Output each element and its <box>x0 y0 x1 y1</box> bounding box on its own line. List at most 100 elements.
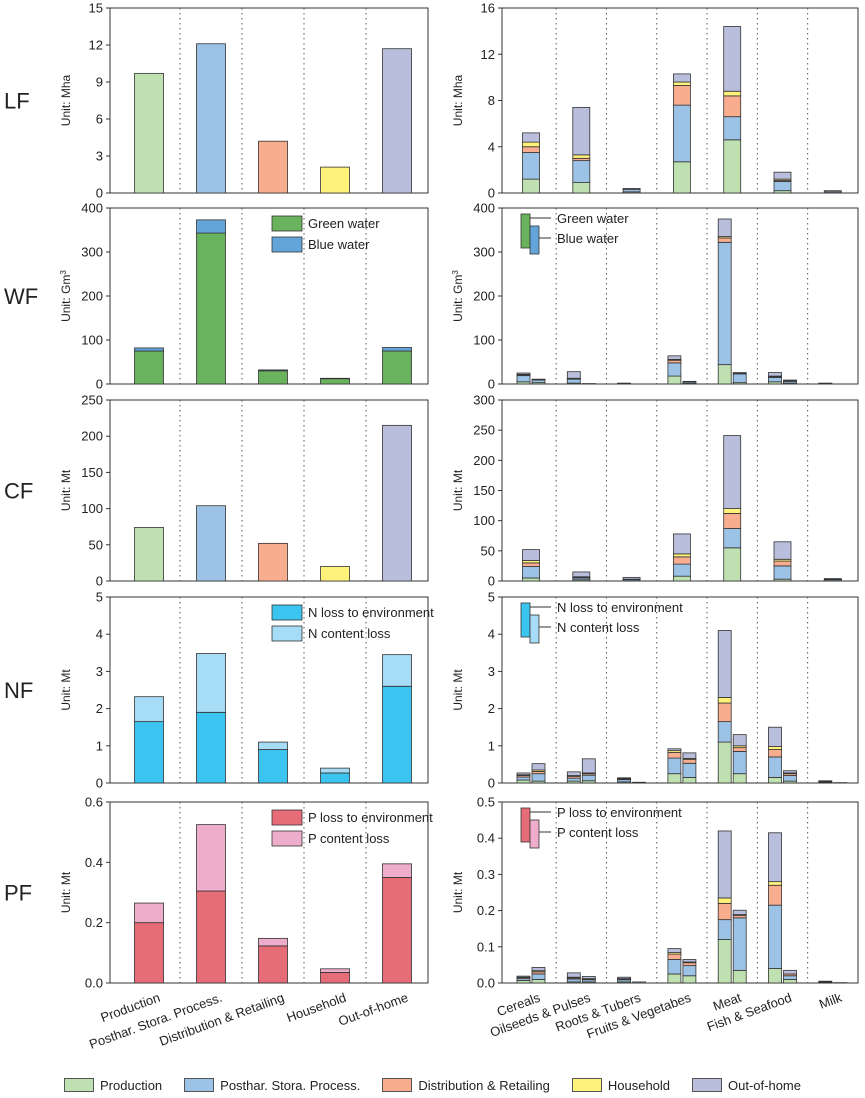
bar-segment <box>516 375 531 383</box>
legend-swatch <box>529 614 540 644</box>
bar-segment <box>581 758 596 774</box>
bar-segment <box>572 160 591 183</box>
bar-segment <box>522 132 540 143</box>
bar-segment <box>768 881 782 886</box>
bar-segment <box>531 978 546 984</box>
y-tick-label: 0.2 <box>85 915 103 930</box>
legend-swatch <box>271 830 303 847</box>
bar-segment <box>723 95 742 118</box>
bar-segment <box>196 219 226 234</box>
y-tick-label: 3 <box>488 664 495 679</box>
bar-segment <box>673 533 691 555</box>
bar-segment <box>773 560 792 567</box>
bar-segment <box>382 685 412 784</box>
y-axis-label: Unit: Mha <box>451 75 465 127</box>
bar-segment <box>566 371 581 379</box>
y-tick-label: 300 <box>473 245 495 260</box>
y-tick-label: 100 <box>81 333 103 348</box>
legend-swatch <box>271 604 303 621</box>
bar-segment <box>673 161 691 194</box>
y-tick-label: 0.0 <box>477 976 495 991</box>
bar-segment <box>682 762 697 778</box>
bar-segment <box>516 772 531 776</box>
bar-segment <box>382 877 412 984</box>
row-label-NF: NF <box>4 678 33 703</box>
bar-segment <box>732 969 747 984</box>
x-tick-label: Out-of-home <box>336 990 410 1029</box>
y-tick-label: 15 <box>89 1 103 16</box>
legend-item-distribution: Distribution & Retailing <box>382 1078 550 1093</box>
bar-segment <box>717 721 732 743</box>
y-tick-label: 0 <box>96 574 103 589</box>
bar-segment <box>717 697 732 704</box>
bar-segment <box>581 976 596 980</box>
panel-LF-food: 0 4 8 12 16 Unit: Mha <box>451 1 859 201</box>
panel-LF-stage: 0 3 6 9 12 15 Unit: Mha <box>59 1 429 201</box>
panel-NF-food: 0 1 2 3 4 5 Unit: Mt N loss to environment N con… <box>451 590 859 791</box>
bar-segment <box>258 749 288 784</box>
bar-segment <box>522 577 540 582</box>
bar-segment <box>673 85 691 106</box>
bar-segment <box>258 370 288 385</box>
y-tick-label: 0.6 <box>85 795 103 810</box>
bar-segment <box>382 350 412 385</box>
bar-segment <box>531 763 546 771</box>
bar-segment <box>134 347 164 352</box>
y-tick-label: 0 <box>96 377 103 392</box>
unit-superscript: 3 <box>451 270 460 275</box>
y-tick-label: 4 <box>96 627 103 642</box>
bar-segment <box>572 182 591 194</box>
y-tick-label: 3 <box>96 664 103 679</box>
bar-segment <box>667 953 682 960</box>
bar-segment <box>258 945 288 984</box>
bar-segment <box>773 171 792 180</box>
bar-segment <box>723 547 742 582</box>
bar-segment <box>732 372 747 374</box>
bar-segment <box>196 711 226 784</box>
bar-segment <box>768 376 782 383</box>
bar-segment <box>768 749 782 758</box>
bar-segment <box>320 378 350 385</box>
bar-segment <box>566 972 581 978</box>
bar-segment <box>732 734 747 747</box>
bar-segment <box>732 909 747 915</box>
bar-segment <box>723 139 742 194</box>
bar-segment <box>723 90 742 97</box>
y-tick-label: 0.4 <box>85 855 103 870</box>
bar <box>320 166 350 194</box>
bar-segment <box>717 902 732 921</box>
panel-NF-stage: 0 1 2 3 4 5 Unit: Mt N loss to environment N con… <box>59 590 434 791</box>
bar-segment <box>258 741 288 750</box>
bar-segment <box>673 553 691 558</box>
bar-segment <box>667 948 682 953</box>
bar-segment <box>522 146 540 153</box>
bar-segment <box>682 959 697 963</box>
bar-segment <box>196 653 226 713</box>
legend-swatch <box>271 215 303 232</box>
bar-segment <box>723 26 742 92</box>
bar-segment <box>783 775 797 782</box>
stage-legend: Production Posthar. Stora. Process. Dist… <box>0 1072 865 1098</box>
bar-segment <box>783 770 797 774</box>
y-tick-label: 0.5 <box>477 795 495 810</box>
legend-label: N content loss <box>557 620 640 635</box>
bar-segment <box>622 576 641 580</box>
bar-segment <box>768 372 782 377</box>
panel-WF-stage: 0 100 200 300 400 Unit: Gm3 Green water Blue wa… <box>59 201 429 392</box>
bar-segment <box>531 773 546 782</box>
legend-label: P content loss <box>557 825 639 840</box>
bar <box>134 527 164 582</box>
legend-label: N loss to environment <box>557 600 683 615</box>
bar-segment <box>531 973 546 980</box>
y-tick-label: 50 <box>481 543 495 558</box>
bar-segment <box>667 773 682 784</box>
y-tick-label: 0.0 <box>85 976 103 991</box>
y-tick-label: 100 <box>81 501 103 516</box>
panel-PF-stage: 0.0 0.2 0.4 0.6 Unit: Mt P loss to environmen… <box>59 795 433 991</box>
legend-label: N loss to environment <box>308 605 434 620</box>
panel-CF-food: 0 50 100 150 200 250 300 Unit: Mt <box>451 393 859 589</box>
bar-segment <box>382 863 412 878</box>
bar-segment <box>617 976 631 980</box>
bar-segment <box>673 575 691 582</box>
